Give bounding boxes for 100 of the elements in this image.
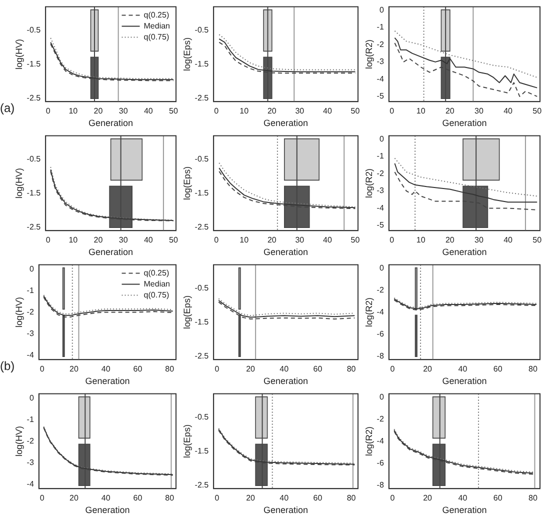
legend-label: Median — [144, 22, 170, 31]
y-tick-label: -1 — [376, 22, 384, 32]
y-tick-label: -3 — [26, 328, 34, 338]
y-tick-label: -1 — [26, 286, 34, 295]
x-tick-label: 0 — [46, 236, 51, 245]
x-tick-label: 80 — [165, 364, 175, 374]
y-tick-label: -1.5 — [26, 188, 42, 198]
x-tick-label: 20 — [423, 364, 433, 374]
x-tick-label: 50 — [532, 236, 542, 245]
legend-label: Median — [144, 280, 170, 289]
x-tick-label: 0 — [46, 106, 51, 116]
x-tick-label: 50 — [350, 236, 360, 245]
x-tick-label: 20 — [94, 106, 104, 116]
y-tick-label: -3 — [376, 57, 384, 66]
x-axis-title: Generation — [88, 118, 134, 128]
y-tick-label: -3 — [26, 458, 34, 467]
y-tick-label: -0.5 — [26, 26, 42, 35]
x-tick-label: 80 — [528, 494, 538, 503]
y-tick-label: -5 — [376, 92, 384, 101]
line-series — [394, 158, 538, 197]
y-tick-label: -2 — [26, 436, 34, 446]
x-tick-label: 40 — [101, 364, 111, 374]
x-axis-title: Generation — [442, 118, 487, 128]
y-tick-label: -0.5 — [194, 154, 210, 164]
y-axis-title: log(R2) — [364, 297, 374, 327]
x-tick-label: 40 — [458, 364, 468, 374]
x-tick-label: 10 — [68, 236, 78, 245]
x-tick-label: 60 — [133, 364, 143, 374]
x-tick-label: 50 — [532, 106, 542, 116]
x-tick-label: 10 — [240, 106, 250, 116]
y-tick-label: -2 — [26, 307, 34, 316]
text: (a) — [0, 101, 15, 115]
y-tick-label: -8 — [376, 351, 384, 360]
y-tick-label: -2 — [376, 285, 384, 294]
y-tick-label: -2.5 — [26, 93, 42, 102]
y-tick-label: -1.5 — [194, 318, 210, 327]
y-tick-label: -2.5 — [194, 480, 210, 490]
x-tick-label: 30 — [118, 106, 128, 116]
y-tick-label: -5 — [376, 220, 384, 230]
y-tick-label: -1 — [376, 152, 384, 161]
x-tick-label: 40 — [144, 236, 154, 245]
x-tick-label: 10 — [416, 106, 426, 116]
x-tick-label: 60 — [493, 494, 503, 503]
x-tick-label: 30 — [295, 106, 305, 116]
x-tick-label: 40 — [280, 494, 290, 503]
y-axis-title: log(Eps) — [182, 166, 192, 200]
x-tick-label: 0 — [214, 494, 220, 503]
x-tick-label: 0 — [390, 106, 395, 116]
y-tick-label: -0.5 — [194, 412, 210, 422]
x-tick-label: 60 — [313, 494, 323, 503]
x-tick-label: 40 — [101, 494, 111, 503]
x-tick-label: 0 — [390, 494, 396, 503]
y-tick-label: 0 — [29, 393, 34, 402]
x-tick-label: 20 — [445, 106, 455, 116]
y-tick-label: -0.5 — [194, 284, 210, 293]
x-tick-label: 10 — [68, 106, 78, 116]
x-tick-label: 10 — [240, 236, 250, 245]
x-tick-label: 20 — [94, 236, 104, 245]
legend-label: q(0.75) — [144, 290, 170, 300]
x-axis-title: Generation — [264, 376, 308, 386]
x-axis-title: Generation — [264, 118, 308, 128]
y-tick-label: -1.5 — [194, 60, 210, 69]
y-tick-label: 0 — [379, 134, 384, 144]
y-axis-title: log(HV) — [14, 296, 24, 328]
y-tick-label: -4 — [376, 307, 384, 316]
legend-label: q(0.25) — [144, 268, 170, 278]
y-tick-label: -4 — [376, 436, 384, 446]
x-tick-label: 20 — [267, 236, 277, 245]
y-tick-label: -0.5 — [194, 26, 210, 35]
x-tick-label: 40 — [504, 236, 514, 245]
y-tick-label: -1.5 — [194, 188, 210, 198]
legend-label: q(0.25) — [144, 10, 170, 20]
y-tick-label: -4 — [376, 203, 384, 212]
y-tick-label: -1.5 — [194, 446, 210, 456]
y-tick-label: -2 — [376, 168, 384, 178]
x-axis-title: Generation — [85, 505, 130, 516]
y-tick-label: -2.5 — [26, 222, 42, 232]
x-tick-label: 0 — [214, 106, 220, 116]
x-tick-label: 10 — [416, 236, 426, 245]
x-tick-label: 0 — [390, 364, 396, 374]
y-axis-title: log(HV) — [14, 426, 24, 456]
text: (b) — [0, 359, 15, 373]
x-tick-label: 20 — [70, 494, 79, 503]
y-axis-title: log(Eps) — [182, 37, 192, 71]
x-axis-title: Generation — [88, 247, 134, 258]
y-tick-label: -4 — [26, 479, 34, 488]
y-tick-label: 0 — [29, 264, 34, 274]
x-tick-label: 40 — [458, 494, 468, 503]
y-tick-label: -6 — [376, 329, 384, 338]
x-tick-label: 30 — [474, 236, 484, 245]
x-tick-label: 50 — [350, 106, 360, 116]
x-axis-title: Generation — [264, 247, 308, 258]
x-tick-label: 40 — [280, 364, 290, 374]
x-axis-title: Generation — [442, 376, 487, 386]
line-series — [394, 30, 538, 78]
x-tick-label: 40 — [144, 106, 154, 116]
y-axis-title: log(Eps) — [182, 424, 192, 458]
x-tick-label: 0 — [214, 236, 220, 245]
x-tick-label: 40 — [323, 236, 332, 245]
x-tick-label: 40 — [323, 106, 332, 116]
